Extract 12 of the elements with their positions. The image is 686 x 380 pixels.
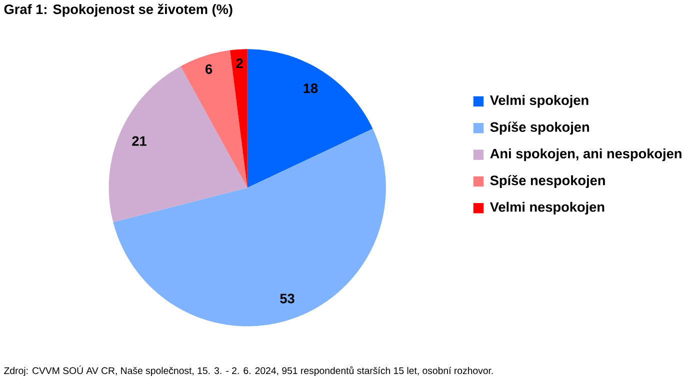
legend-label: Velmi nespokojen [490, 202, 604, 215]
chart-title: Graf 1: Spokojenost se životem (%) [4, 4, 232, 17]
legend-label: Spíše nespokojen [490, 175, 605, 188]
data-label: 2 [236, 58, 243, 68]
data-label: 21 [132, 136, 146, 146]
legend-label: Velmi spokojen [490, 95, 588, 108]
legend-label: Ani spokojen, ani nespokojen [490, 148, 682, 162]
text: Zdroj: CVVM SOÚ AV CR, Naše společnost, 15. 3. - 2. 6. 2024, 951 respondentů starších 15 let, osobní rozhovor. [4, 366, 493, 376]
legend-label: Spíše spokojen [490, 122, 589, 135]
data-label: 18 [304, 84, 318, 94]
data-label: 6 [206, 64, 212, 74]
data-label: 53 [280, 294, 294, 304]
